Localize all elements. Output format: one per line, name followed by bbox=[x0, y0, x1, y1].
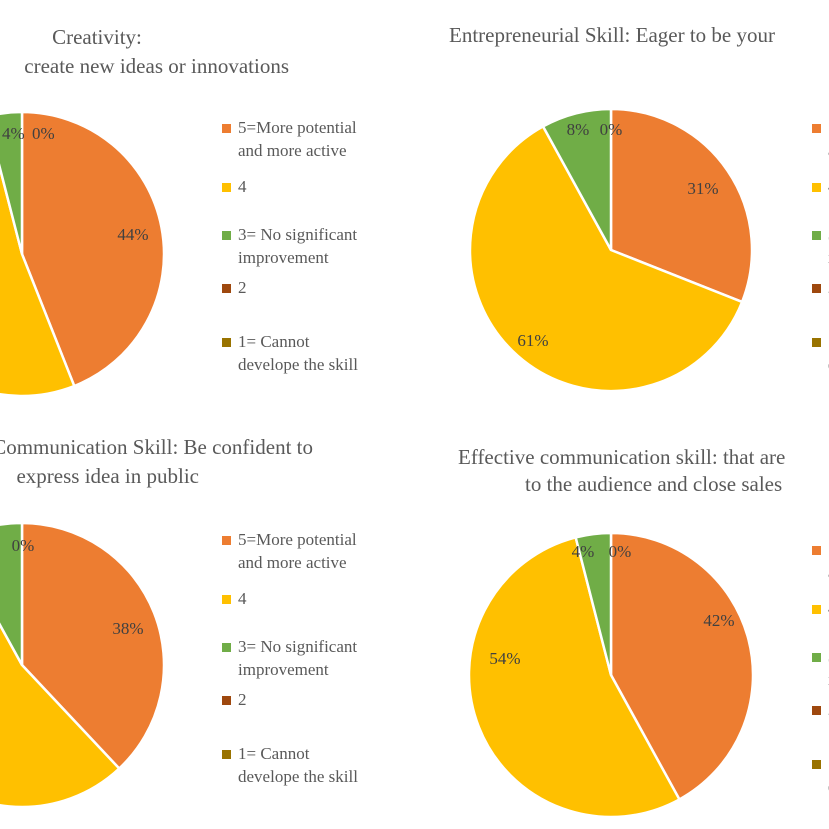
legend-swatch-4 bbox=[812, 605, 821, 614]
legend-swatch-2 bbox=[812, 706, 821, 715]
data-label: 31% bbox=[687, 179, 718, 198]
pie-slice-4 bbox=[468, 124, 744, 393]
data-label: 4% bbox=[2, 124, 25, 143]
legend-swatch-1 bbox=[222, 338, 231, 347]
legend-entry: 4 bbox=[238, 177, 247, 196]
pie-slice-3 bbox=[541, 107, 613, 251]
pie-slice-3 bbox=[0, 521, 24, 666]
pie-slice-4 bbox=[467, 535, 682, 819]
pie-chart-3: Communication Skill: Be confident to expr… bbox=[0, 435, 358, 809]
data-label: 8% bbox=[567, 120, 590, 139]
legend-swatch-4 bbox=[812, 183, 821, 192]
pie-slice-5 bbox=[20, 521, 166, 771]
data-label: 4% bbox=[572, 542, 595, 561]
data-label: 54% bbox=[489, 649, 520, 668]
chart-title: Creativity: bbox=[52, 25, 142, 49]
legend-entry: 2 bbox=[238, 278, 247, 297]
legend-swatch-3 bbox=[222, 643, 231, 652]
pie-slice-4 bbox=[0, 163, 76, 398]
data-label: 42% bbox=[703, 611, 734, 630]
data-label: 0% bbox=[600, 120, 623, 139]
legend-swatch-1 bbox=[812, 760, 821, 769]
legend-swatch-4 bbox=[222, 595, 231, 604]
pie-slice-4 bbox=[0, 622, 121, 809]
legend-swatch-3 bbox=[812, 231, 821, 240]
pie-slice-5 bbox=[609, 531, 755, 802]
legend-swatch-3 bbox=[222, 231, 231, 240]
chart-title: to the audience and close sales bbox=[525, 472, 782, 496]
legend-swatch-3 bbox=[812, 653, 821, 662]
legend-entry: 4 bbox=[238, 589, 247, 608]
legend-swatch-5 bbox=[222, 536, 231, 545]
legend-entry: 2 bbox=[238, 690, 247, 709]
legend-swatch-5 bbox=[812, 124, 821, 133]
data-label: 44% bbox=[117, 225, 148, 244]
legend-swatch-5 bbox=[812, 546, 821, 555]
data-label: 61% bbox=[517, 331, 548, 350]
pie-slice-3 bbox=[0, 110, 24, 255]
legend-swatch-1 bbox=[222, 750, 231, 759]
pie-chart-1: Creativity: create new ideas or innovatio… bbox=[0, 25, 358, 398]
pie-slice-5 bbox=[609, 107, 754, 304]
chart-title: express idea in public bbox=[16, 464, 199, 488]
legend-swatch-2 bbox=[222, 696, 231, 705]
chart-title: Communication Skill: Be confident to bbox=[0, 435, 313, 459]
data-label: 38% bbox=[112, 619, 143, 638]
data-label: 0% bbox=[609, 542, 632, 561]
legend-swatch-2 bbox=[812, 284, 821, 293]
legend-swatch-2 bbox=[222, 284, 231, 293]
legend-swatch-1 bbox=[812, 338, 821, 347]
pie-chart-2: Entrepreneurial Skill: Eager to be your 3… bbox=[449, 23, 829, 393]
pie-chart-4: Effective communication skill: that are t… bbox=[458, 445, 829, 819]
data-label: 0% bbox=[12, 536, 35, 555]
chart-title: Entrepreneurial Skill: Eager to be your bbox=[449, 23, 775, 47]
pie-slice-5 bbox=[20, 110, 166, 388]
pie-slice-3 bbox=[574, 531, 613, 676]
chart-title: Effective communication skill: that are bbox=[458, 445, 785, 469]
data-label: 0% bbox=[32, 124, 55, 143]
legend-swatch-5 bbox=[222, 124, 231, 133]
chart-title: create new ideas or innovations bbox=[24, 54, 289, 78]
legend-swatch-4 bbox=[222, 183, 231, 192]
